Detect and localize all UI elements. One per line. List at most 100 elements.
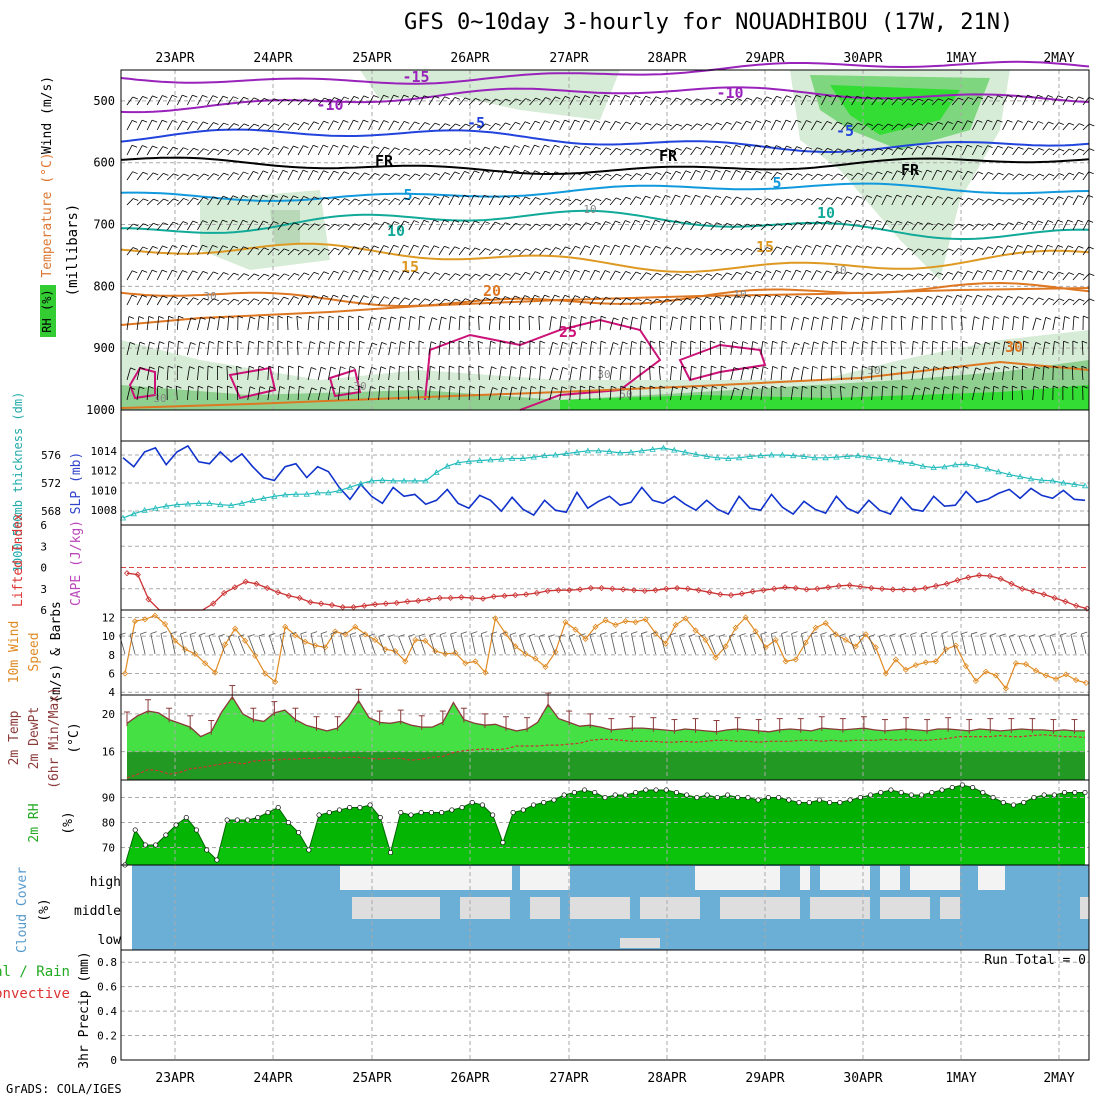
wind-barb: [217, 365, 223, 369]
wind-barb: [227, 272, 235, 281]
wind-barb: [448, 246, 456, 256]
wind-barb: [961, 144, 968, 156]
wind-barb: [186, 366, 190, 381]
wind-barb: [314, 248, 320, 252]
wind-barb: [317, 144, 324, 156]
wind-barb: [1081, 365, 1087, 369]
wind-barb: [529, 170, 536, 181]
wind-barb: [243, 123, 250, 127]
wind-barb: [807, 198, 813, 202]
wind-barb: [248, 365, 255, 369]
wind-barb: [398, 94, 405, 106]
wind-barb: [589, 385, 595, 389]
rh-point: [816, 797, 823, 803]
wind-barb: [524, 144, 530, 148]
wind-barb: [816, 244, 822, 248]
wind-barb: [511, 366, 517, 369]
wind-speed-point: [702, 636, 709, 643]
wind-barb: [287, 122, 295, 131]
cloud-units-axis-label: (%): [37, 898, 52, 921]
high-cloud-block: [910, 866, 960, 890]
wind-barb: [384, 146, 390, 150]
wind-barb: [820, 632, 827, 635]
wind-barb: [253, 246, 259, 250]
wind-barb: [253, 170, 259, 174]
wind-barb: [609, 270, 616, 281]
wind-barb: [757, 223, 763, 227]
wind-barb: [297, 98, 305, 106]
wind-barb: [665, 194, 671, 198]
wind-barb: [739, 633, 746, 636]
wind-barb: [129, 386, 136, 390]
wind-barb: [569, 386, 572, 401]
wind-barb: [881, 220, 888, 231]
wind-barb: [453, 219, 460, 223]
wind-barb: [359, 340, 365, 344]
wind-barb: [418, 245, 425, 256]
wind-barb: [222, 219, 228, 223]
wind-barb: [424, 196, 430, 200]
wind-barb: [222, 245, 228, 249]
wind-barb: [478, 366, 480, 381]
wind-barb: [961, 247, 969, 256]
wind-barb: [368, 633, 376, 637]
wind-barb: [327, 386, 331, 401]
lifted-index-point: [404, 598, 411, 605]
wind-barb: [327, 341, 331, 356]
wind-barb: [289, 385, 295, 389]
wind-barb: [1081, 340, 1088, 344]
wind-barb: [238, 634, 245, 638]
wind-barb: [770, 341, 773, 356]
wind-barb: [333, 144, 339, 148]
wind-barb: [872, 385, 878, 389]
wind-barb: [559, 223, 567, 231]
wind-barb: [781, 633, 787, 655]
wind-barb: [1032, 366, 1036, 381]
wind-barb: [478, 248, 486, 256]
wind-barb: [428, 195, 435, 206]
rh-point: [142, 842, 148, 848]
wind-barb: [515, 222, 521, 226]
wind-barb: [781, 315, 787, 319]
rh-point: [633, 789, 639, 796]
wind-barb: [670, 171, 677, 181]
wind-barb: [876, 219, 882, 223]
wind-barb: [156, 316, 160, 331]
wind-barb: [961, 366, 964, 381]
wind-barb: [625, 121, 631, 125]
wind-barb: [852, 385, 859, 389]
wind-barb: [581, 315, 587, 319]
wind-barb: [740, 97, 748, 106]
wind-barb: [478, 273, 486, 281]
rh-point: [367, 802, 373, 808]
wind-barb: [747, 223, 753, 227]
wind-barb: [186, 317, 192, 331]
wind-barb: [1080, 633, 1087, 655]
wind-barb: [126, 316, 130, 331]
wind-barb: [247, 171, 254, 181]
temperature-series: [126, 695, 1085, 738]
wind-barb: [711, 365, 717, 369]
wind-barb: [488, 248, 496, 256]
thickness-point: [584, 447, 591, 454]
lifted-index-point: [415, 597, 422, 604]
wind-barb: [1021, 386, 1024, 401]
wind-barb: [679, 633, 686, 636]
wind-barb: [619, 271, 626, 281]
wind-barb: [1022, 147, 1029, 156]
wind-barb: [417, 385, 423, 389]
wind-barb: [182, 221, 189, 224]
wind-barb: [569, 341, 573, 356]
wind-barb: [572, 366, 578, 370]
wind-barb: [399, 365, 405, 369]
wind-barb: [696, 146, 702, 150]
wind-barb: [926, 169, 933, 173]
wind-barb: [569, 269, 576, 281]
wind-barb: [871, 220, 878, 231]
wind-barb: [921, 366, 925, 381]
wind-barb: [277, 248, 285, 256]
wind-barb: [478, 386, 481, 401]
wind-barb: [796, 295, 802, 299]
wind-barb: [152, 145, 158, 149]
wind-barb: [1008, 222, 1014, 225]
